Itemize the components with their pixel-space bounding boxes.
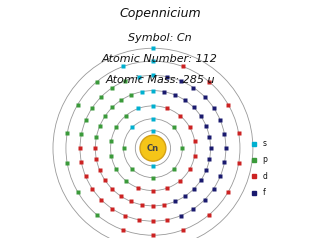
Text: Cn: Cn bbox=[147, 144, 159, 153]
Text: d: d bbox=[262, 172, 267, 181]
Text: s: s bbox=[262, 139, 266, 148]
Text: Atomic Mass: 285 u: Atomic Mass: 285 u bbox=[105, 75, 215, 85]
Circle shape bbox=[140, 135, 166, 161]
Text: p: p bbox=[262, 156, 267, 164]
Text: Symbol: Cn: Symbol: Cn bbox=[128, 33, 192, 43]
Text: f: f bbox=[262, 188, 265, 198]
Text: Copennicium: Copennicium bbox=[119, 7, 201, 20]
Text: Atomic Number: 112: Atomic Number: 112 bbox=[102, 54, 218, 64]
